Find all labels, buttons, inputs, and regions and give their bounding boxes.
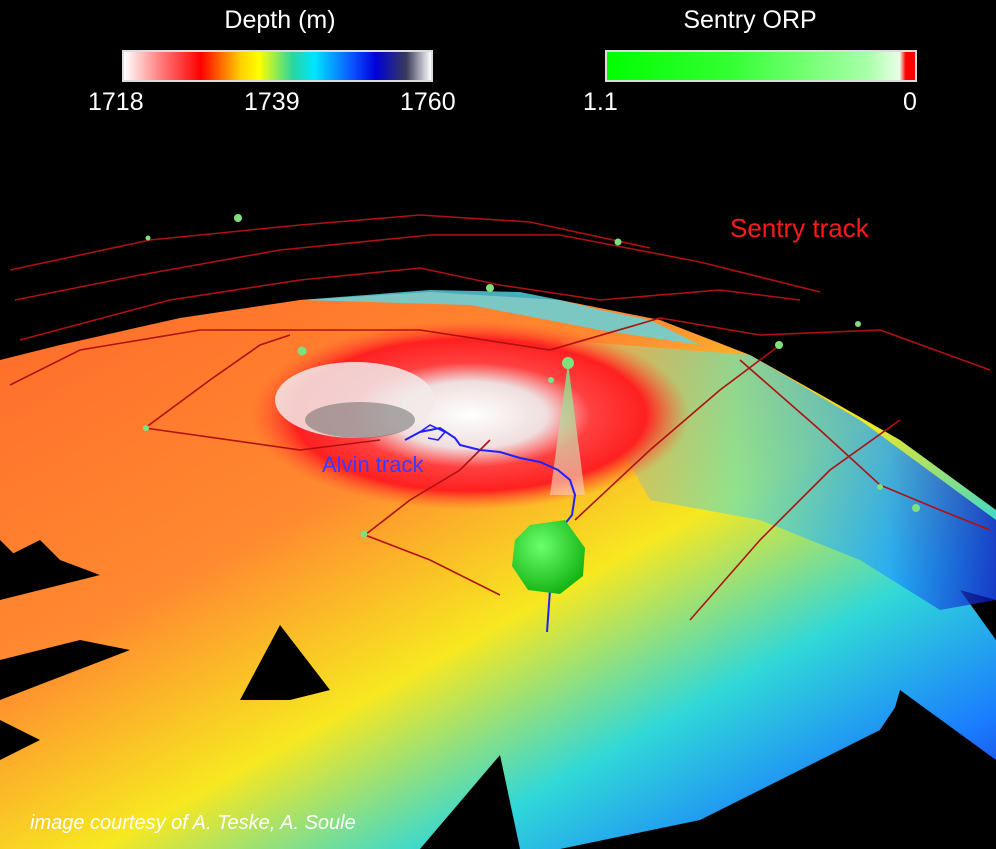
alvin-track-loop xyxy=(419,424,447,441)
terrain-top-edge xyxy=(300,290,700,345)
orp-tick-max: 1.1 xyxy=(583,88,618,116)
depth-tick-max: 1760 xyxy=(400,88,456,116)
sentry-track-label: Sentry track xyxy=(730,213,869,243)
data-gap-left xyxy=(0,540,100,600)
depth-tick-min: 1718 xyxy=(88,88,144,116)
alvin-track-label: Alvin track xyxy=(322,452,424,477)
orp-sample-points xyxy=(143,214,920,538)
data-gap-lower-left xyxy=(0,640,130,700)
depth-legend-title: Depth (m) xyxy=(224,6,336,34)
orp-anomaly-sphere xyxy=(512,520,585,594)
caldera-center xyxy=(275,362,435,438)
data-gap-bottom xyxy=(240,625,330,700)
depth-tick-mid: 1739 xyxy=(244,88,300,116)
depth-colorbar xyxy=(122,50,433,82)
orp-legend-title: Sentry ORP xyxy=(683,6,817,34)
orp-peak-top xyxy=(562,357,574,369)
caldera-shadow xyxy=(305,402,415,438)
data-gap-bottom-center xyxy=(420,755,520,849)
orp-tick-min: 0 xyxy=(903,88,917,116)
orp-colorbar xyxy=(605,50,917,82)
image-credit: image courtesy of A. Teske, A. Soule xyxy=(30,812,356,834)
orp-peak-cone xyxy=(550,363,585,495)
data-gap-bottom-right xyxy=(800,700,996,849)
sentry-track xyxy=(9,214,991,621)
